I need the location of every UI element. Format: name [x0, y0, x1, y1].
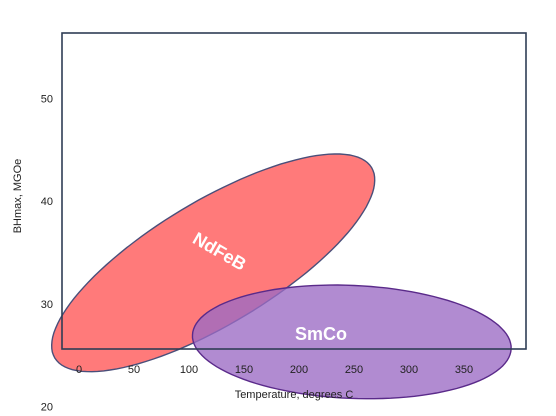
y-axis-title: BHmax, MGOe [12, 159, 24, 234]
x-tick-label: 200 [290, 364, 308, 376]
ndfeb-region [50, 153, 376, 373]
y-tick-labels: 20 30 40 50 [41, 94, 53, 414]
y-tick-label: 40 [41, 196, 53, 208]
x-tick-label: 100 [180, 364, 198, 376]
x-tick-label: 150 [235, 364, 253, 376]
y-tick-label: 20 [41, 402, 53, 414]
x-tick-label: 350 [455, 364, 473, 376]
x-tick-label: 300 [400, 364, 418, 376]
y-tick-label: 30 [41, 299, 53, 311]
plot-frame [61, 32, 527, 350]
smco-label: SmCo [295, 324, 347, 344]
y-tick-label: 50 [41, 94, 53, 106]
x-tick-labels: 0 50 100 150 200 250 300 350 [76, 364, 473, 376]
smco-region [191, 284, 512, 400]
x-tick-label: 0 [76, 364, 82, 376]
x-tick-label: 250 [345, 364, 363, 376]
x-axis-title: Temperature, degrees C [235, 389, 354, 401]
x-tick-label: 50 [128, 364, 140, 376]
